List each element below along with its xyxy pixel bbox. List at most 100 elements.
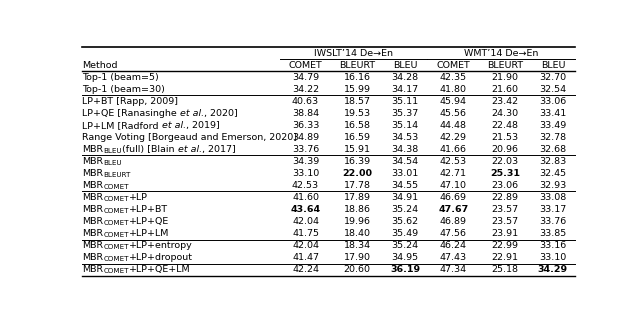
Text: 38.84: 38.84 (292, 109, 319, 118)
Text: BLEU: BLEU (393, 61, 417, 70)
Text: 17.90: 17.90 (344, 253, 371, 262)
Text: 22.91: 22.91 (492, 253, 518, 262)
Text: 46.24: 46.24 (440, 241, 467, 250)
Text: MBR: MBR (83, 229, 104, 238)
Text: 45.56: 45.56 (440, 109, 467, 118)
Text: COMET: COMET (289, 61, 323, 70)
Text: 33.06: 33.06 (540, 97, 566, 106)
Text: 16.16: 16.16 (344, 73, 371, 82)
Text: 42.29: 42.29 (440, 133, 467, 142)
Text: MBR: MBR (83, 181, 104, 190)
Text: 47.56: 47.56 (440, 229, 467, 238)
Text: 23.57: 23.57 (492, 217, 518, 226)
Text: BLEU: BLEU (541, 61, 565, 70)
Text: Range Voting [Borgeaud and Emerson, 2020]: Range Voting [Borgeaud and Emerson, 2020… (83, 133, 298, 142)
Text: 18.34: 18.34 (344, 241, 371, 250)
Text: 42.04: 42.04 (292, 217, 319, 226)
Text: MBR: MBR (83, 241, 104, 250)
Text: 22.48: 22.48 (492, 121, 518, 130)
Text: 33.16: 33.16 (540, 241, 566, 250)
Text: (full) [Blain: (full) [Blain (122, 145, 178, 154)
Text: 41.60: 41.60 (292, 193, 319, 202)
Text: 35.37: 35.37 (392, 109, 419, 118)
Text: 35.62: 35.62 (392, 217, 419, 226)
Text: , 2017]: , 2017] (202, 145, 236, 154)
Text: 42.53: 42.53 (440, 157, 467, 166)
Text: 45.94: 45.94 (440, 97, 467, 106)
Text: 34.55: 34.55 (392, 181, 419, 190)
Text: 22.03: 22.03 (492, 157, 518, 166)
Text: et al.: et al. (180, 109, 204, 118)
Text: COMET: COMET (104, 268, 129, 274)
Text: 47.67: 47.67 (438, 205, 468, 214)
Text: BLEURT: BLEURT (487, 61, 523, 70)
Text: 34.28: 34.28 (392, 73, 419, 82)
Text: MBR: MBR (83, 253, 104, 262)
Text: MBR: MBR (83, 157, 104, 166)
Text: 34.29: 34.29 (538, 265, 568, 274)
Text: 32.78: 32.78 (540, 133, 566, 142)
Text: 43.64: 43.64 (291, 205, 321, 214)
Text: 35.14: 35.14 (392, 121, 419, 130)
Text: 33.85: 33.85 (540, 229, 566, 238)
Text: 18.86: 18.86 (344, 205, 371, 214)
Text: +LP+LM: +LP+LM (129, 229, 170, 238)
Text: 33.08: 33.08 (540, 193, 566, 202)
Text: 47.43: 47.43 (440, 253, 467, 262)
Text: 17.89: 17.89 (344, 193, 371, 202)
Text: 47.34: 47.34 (440, 265, 467, 274)
Text: COMET: COMET (104, 184, 129, 190)
Text: MBR: MBR (83, 205, 104, 214)
Text: 18.57: 18.57 (344, 97, 371, 106)
Text: Top-1 (beam=5): Top-1 (beam=5) (83, 73, 159, 82)
Text: LP+QE [Ranasinghe: LP+QE [Ranasinghe (83, 109, 180, 118)
Text: COMET: COMET (104, 220, 129, 226)
Text: COMET: COMET (104, 232, 129, 238)
Text: 36.33: 36.33 (292, 121, 319, 130)
Text: 46.89: 46.89 (440, 217, 467, 226)
Text: LP+LM [Radford: LP+LM [Radford (83, 121, 162, 130)
Text: 44.48: 44.48 (440, 121, 467, 130)
Text: 34.95: 34.95 (392, 253, 419, 262)
Text: 32.45: 32.45 (540, 169, 566, 178)
Text: 34.17: 34.17 (392, 85, 419, 94)
Text: 41.75: 41.75 (292, 229, 319, 238)
Text: 42.04: 42.04 (292, 241, 319, 250)
Text: 34.89: 34.89 (292, 133, 319, 142)
Text: 35.24: 35.24 (392, 241, 419, 250)
Text: COMET: COMET (436, 61, 470, 70)
Text: WMT’14 De→En: WMT’14 De→En (464, 49, 538, 58)
Text: BLEU: BLEU (104, 148, 122, 154)
Text: 23.06: 23.06 (492, 181, 518, 190)
Text: 41.66: 41.66 (440, 145, 467, 154)
Text: , 2020]: , 2020] (204, 109, 238, 118)
Text: BLEU: BLEU (104, 160, 122, 166)
Text: 23.42: 23.42 (492, 97, 518, 106)
Text: 47.10: 47.10 (440, 181, 467, 190)
Text: 20.60: 20.60 (344, 265, 371, 274)
Text: 33.49: 33.49 (540, 121, 566, 130)
Text: Top-1 (beam=30): Top-1 (beam=30) (83, 85, 165, 94)
Text: 42.24: 42.24 (292, 265, 319, 274)
Text: et al.: et al. (178, 145, 202, 154)
Text: BLEURT: BLEURT (339, 61, 375, 70)
Text: +LP+BT: +LP+BT (129, 205, 168, 214)
Text: 33.10: 33.10 (292, 169, 319, 178)
Text: 24.30: 24.30 (492, 109, 518, 118)
Text: , 2019]: , 2019] (186, 121, 220, 130)
Text: 25.18: 25.18 (492, 265, 518, 274)
Text: 21.60: 21.60 (492, 85, 518, 94)
Text: MBR: MBR (83, 145, 104, 154)
Text: 34.79: 34.79 (292, 73, 319, 82)
Text: 17.78: 17.78 (344, 181, 371, 190)
Text: 33.41: 33.41 (540, 109, 566, 118)
Text: 42.35: 42.35 (440, 73, 467, 82)
Text: 42.71: 42.71 (440, 169, 467, 178)
Text: 18.40: 18.40 (344, 229, 371, 238)
Text: 16.59: 16.59 (344, 133, 371, 142)
Text: 35.24: 35.24 (392, 205, 419, 214)
Text: 34.39: 34.39 (292, 157, 319, 166)
Text: 41.80: 41.80 (440, 85, 467, 94)
Text: 32.83: 32.83 (540, 157, 566, 166)
Text: 33.76: 33.76 (292, 145, 319, 154)
